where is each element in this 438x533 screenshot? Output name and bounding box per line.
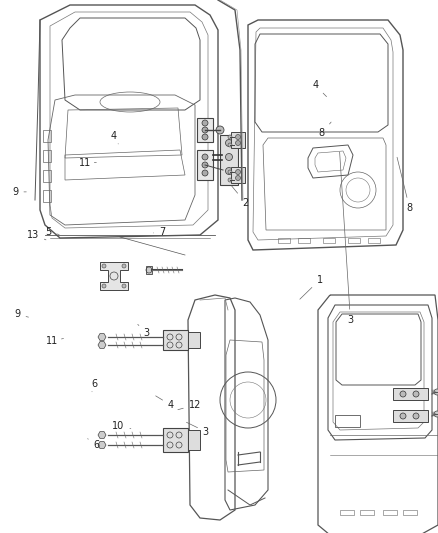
Text: 3: 3 xyxy=(339,152,353,325)
Polygon shape xyxy=(146,266,152,274)
Polygon shape xyxy=(100,262,128,290)
Bar xyxy=(383,510,397,515)
Text: 5: 5 xyxy=(45,227,59,237)
Text: 1: 1 xyxy=(300,275,323,299)
Bar xyxy=(43,150,51,162)
Bar xyxy=(231,167,245,183)
Circle shape xyxy=(122,284,126,288)
Polygon shape xyxy=(98,334,106,341)
Circle shape xyxy=(226,140,233,147)
Bar xyxy=(340,510,354,515)
Circle shape xyxy=(236,169,240,174)
Circle shape xyxy=(400,391,406,397)
Circle shape xyxy=(236,134,240,140)
Bar xyxy=(188,430,200,450)
Text: 8: 8 xyxy=(397,157,413,213)
Text: 3: 3 xyxy=(138,325,150,338)
Text: 12: 12 xyxy=(178,400,201,410)
Text: 8: 8 xyxy=(319,122,331,138)
Text: 10: 10 xyxy=(112,422,131,431)
Bar xyxy=(197,118,213,142)
Circle shape xyxy=(228,170,232,174)
Bar xyxy=(163,330,188,350)
Circle shape xyxy=(226,167,233,174)
Text: 11: 11 xyxy=(46,336,64,346)
Bar xyxy=(43,130,51,142)
Polygon shape xyxy=(98,432,106,439)
Bar xyxy=(360,510,374,515)
Circle shape xyxy=(216,126,224,134)
Polygon shape xyxy=(98,342,106,349)
Circle shape xyxy=(122,264,126,268)
Circle shape xyxy=(102,264,106,268)
Text: 7: 7 xyxy=(153,227,165,237)
Bar xyxy=(43,170,51,182)
Text: 9: 9 xyxy=(12,187,26,197)
Bar xyxy=(197,150,213,180)
Circle shape xyxy=(236,141,240,146)
Circle shape xyxy=(434,411,438,417)
Circle shape xyxy=(228,135,232,139)
Circle shape xyxy=(202,120,208,126)
Circle shape xyxy=(228,178,232,182)
Bar xyxy=(188,332,200,348)
Bar xyxy=(335,415,360,427)
Circle shape xyxy=(202,134,208,140)
Circle shape xyxy=(202,154,208,160)
Circle shape xyxy=(434,389,438,395)
Bar xyxy=(278,238,290,243)
Circle shape xyxy=(102,284,106,288)
Circle shape xyxy=(226,154,233,160)
Text: 9: 9 xyxy=(14,310,28,319)
Text: 6: 6 xyxy=(91,379,97,392)
Bar xyxy=(323,238,335,243)
Circle shape xyxy=(228,143,232,147)
Circle shape xyxy=(413,391,419,397)
Text: 13: 13 xyxy=(27,230,46,240)
Bar xyxy=(348,238,360,243)
Circle shape xyxy=(400,413,406,419)
Bar xyxy=(163,428,188,452)
Bar xyxy=(43,190,51,202)
Text: 2: 2 xyxy=(232,186,248,207)
Text: 11: 11 xyxy=(79,158,96,167)
Bar xyxy=(298,238,310,243)
Text: 4: 4 xyxy=(155,396,174,410)
Bar xyxy=(393,410,428,422)
Circle shape xyxy=(202,162,208,168)
Circle shape xyxy=(236,175,240,181)
Bar xyxy=(231,132,245,148)
Bar xyxy=(393,388,428,400)
Circle shape xyxy=(202,127,208,133)
Text: 6: 6 xyxy=(88,439,99,450)
Bar xyxy=(220,135,238,185)
Text: 4: 4 xyxy=(111,131,118,144)
Text: 4: 4 xyxy=(312,80,327,96)
Text: 3: 3 xyxy=(187,422,209,437)
Circle shape xyxy=(413,413,419,419)
Circle shape xyxy=(202,170,208,176)
Polygon shape xyxy=(98,441,106,448)
Bar xyxy=(368,238,380,243)
Bar xyxy=(403,510,417,515)
